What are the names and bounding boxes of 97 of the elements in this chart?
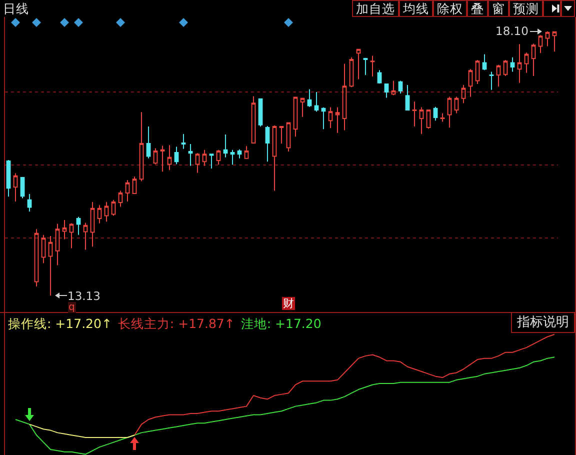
candlestick (524, 52, 529, 74)
annotation: 财 (282, 297, 295, 310)
candlestick (384, 82, 389, 98)
candlestick (517, 44, 522, 84)
candlestick (391, 80, 396, 96)
candlestick (475, 60, 480, 84)
candlestick (258, 98, 263, 127)
candlestick (41, 234, 46, 264)
candlestick (489, 71, 494, 90)
candlestick (69, 222, 74, 249)
candlestick (202, 149, 207, 166)
candlestick (510, 56, 515, 72)
candlestick (132, 176, 137, 194)
text: 加自选 (352, 0, 399, 17)
candlestick (76, 216, 81, 236)
candlestick (293, 96, 298, 138)
candlestick (496, 64, 501, 88)
candlestick (90, 201, 95, 248)
candlestick (342, 63, 347, 131)
candlestick (433, 106, 438, 122)
candlestick (454, 96, 459, 114)
chart-title: 日线 (3, 1, 29, 16)
candlestick (62, 220, 67, 240)
candlestick (27, 194, 32, 212)
candlestick (125, 180, 130, 202)
candlestick (139, 112, 144, 182)
text: : +17.87↑ (170, 316, 235, 331)
candlestick (181, 133, 186, 150)
annotation: 13.13 (68, 288, 100, 303)
candlestick (223, 134, 228, 158)
text: 窗 (488, 0, 509, 17)
candlestick (265, 125, 270, 162)
candlestick (244, 146, 249, 160)
text: : +17.20↑ (47, 316, 112, 331)
candlestick (377, 70, 382, 84)
candlestick (251, 96, 256, 144)
candlestick (13, 172, 18, 202)
candlestick (153, 148, 158, 165)
text: 长线主力 (118, 316, 170, 331)
candlestick (97, 204, 102, 224)
candlestick (279, 125, 284, 144)
candlestick (349, 56, 354, 88)
candlestick (160, 145, 165, 172)
candlestick (482, 54, 487, 71)
candlestick (398, 80, 403, 94)
annotation: q (68, 302, 76, 314)
candlestick (209, 154, 214, 169)
candlestick (188, 144, 193, 166)
candlestick (174, 146, 179, 165)
candlestick (195, 152, 200, 174)
candlestick (230, 149, 235, 166)
candlestick (426, 108, 431, 130)
candlestick (118, 190, 123, 208)
candlestick (531, 43, 536, 76)
candlestick (552, 31, 557, 52)
text: 均线 (399, 0, 433, 17)
candlestick (321, 106, 326, 130)
candlestick (272, 124, 277, 192)
candlestick (468, 68, 473, 98)
candlestick (111, 199, 116, 216)
text: 指标说明 (511, 312, 575, 333)
text: 操作线 (8, 316, 47, 331)
candlestick (538, 34, 543, 54)
text: 预测 (509, 0, 543, 17)
candlestick (83, 222, 88, 250)
candlestick (405, 84, 410, 112)
candlestick (314, 91, 319, 112)
candlestick (216, 149, 221, 166)
candlestick (419, 106, 424, 134)
candlestick (286, 122, 291, 152)
candlestick (146, 126, 151, 159)
candlestick (545, 30, 550, 47)
candlestick (440, 112, 445, 122)
candlestick (104, 201, 109, 222)
candlestick (167, 144, 172, 171)
candlestick (55, 223, 60, 266)
candlestick (48, 235, 53, 296)
candlestick (328, 106, 333, 129)
candlestick (503, 60, 508, 76)
annotation: 18.10 (496, 24, 528, 38)
candlestick (335, 106, 340, 134)
candlestick (34, 228, 39, 287)
candlestick (370, 55, 375, 78)
candlestick (447, 96, 452, 128)
candlestick (356, 48, 361, 80)
candlestick (307, 88, 312, 108)
text: 洼地 (240, 316, 267, 331)
text: 除权 (433, 0, 467, 17)
text: : +17.20 (266, 316, 322, 331)
candlestick (363, 57, 368, 76)
text: 叠 (467, 0, 488, 17)
candlestick (461, 84, 466, 104)
candlestick (6, 159, 11, 198)
candlestick (412, 101, 417, 127)
candlestick (237, 148, 242, 159)
candlestick (20, 176, 25, 199)
candlestick (300, 97, 305, 118)
